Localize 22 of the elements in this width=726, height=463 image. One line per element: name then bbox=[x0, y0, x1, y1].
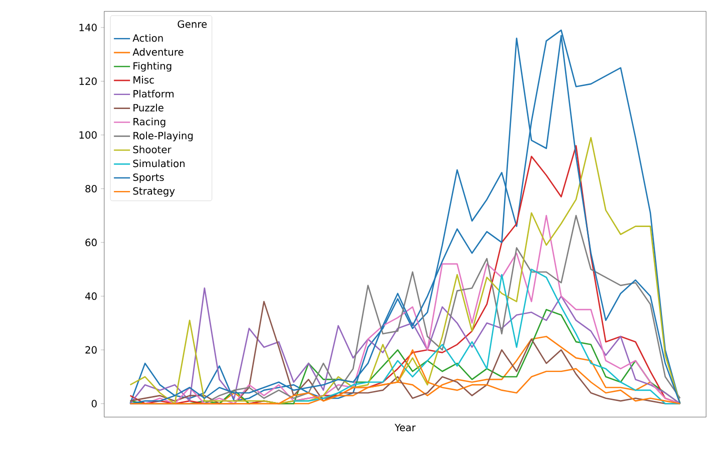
legend-label: Platform bbox=[134, 90, 174, 98]
y-tick-label: 60 bbox=[85, 238, 97, 246]
y-tick-label: 100 bbox=[80, 131, 97, 139]
y-tick-label: 80 bbox=[85, 185, 97, 193]
legend-label: Action bbox=[132, 34, 163, 42]
y-tick-label: 140 bbox=[80, 24, 97, 32]
legend-label: Simulation bbox=[133, 160, 185, 168]
legend-label: Puzzle bbox=[134, 104, 164, 112]
legend-title: Genre bbox=[178, 20, 207, 28]
x-axis-title: Year bbox=[394, 424, 416, 432]
y-tick-label: 0 bbox=[92, 400, 97, 408]
legend-label: Misc bbox=[134, 76, 154, 84]
legend-label: Racing bbox=[134, 118, 166, 128]
y-tick-label: 20 bbox=[85, 346, 97, 354]
legend-label: Shooter bbox=[133, 146, 172, 154]
legend-label: Fighting bbox=[134, 62, 172, 72]
y-tick-label: 120 bbox=[80, 78, 97, 86]
y-tick-label: 40 bbox=[85, 292, 97, 300]
legend-label: Role-Playing bbox=[134, 132, 193, 142]
legend-label: Adventure bbox=[132, 48, 184, 56]
legend-label: Sports bbox=[133, 174, 164, 184]
legend-label: Strategy bbox=[133, 187, 175, 197]
